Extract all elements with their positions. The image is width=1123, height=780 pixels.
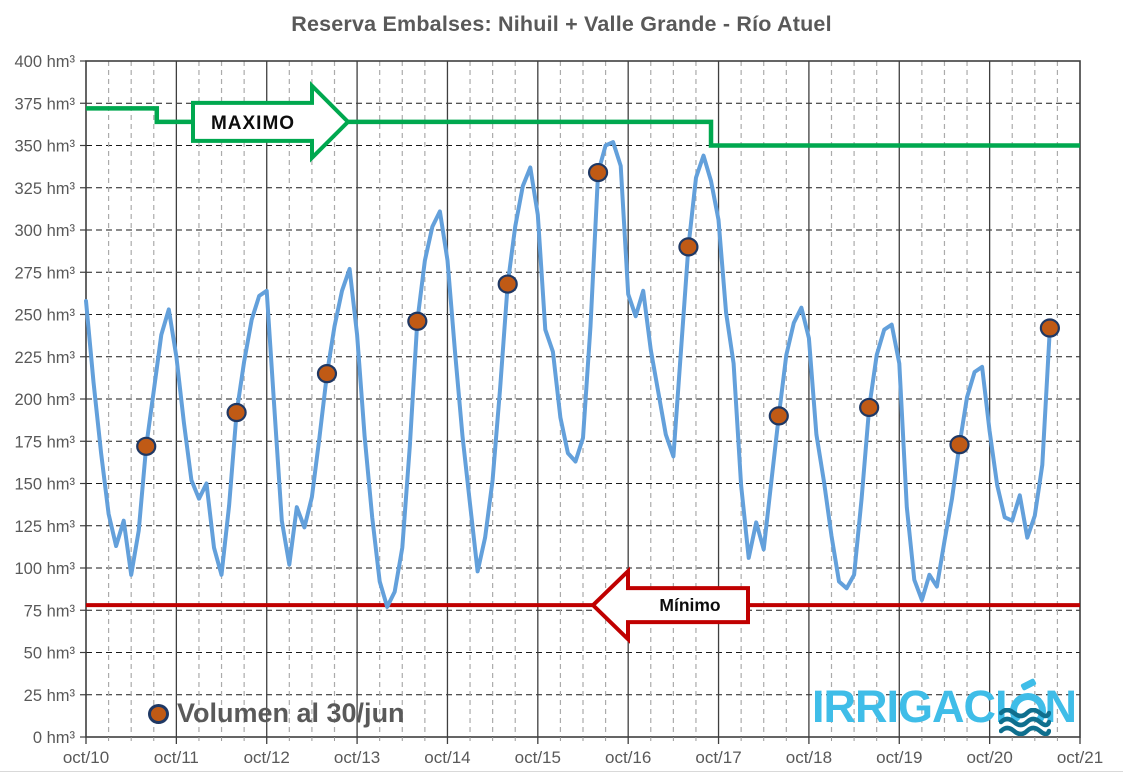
jun30-marker (859, 397, 880, 418)
jun30-marker (949, 435, 970, 455)
y-tick-label: 400 hm³ (14, 53, 75, 71)
y-tick-label: 0 hm³ (33, 729, 76, 747)
x-tick-label: oct/12 (244, 748, 290, 767)
x-tick-label: oct/15 (515, 748, 561, 767)
x-tick-label: oct/17 (695, 748, 741, 767)
logo-o-waves-icon (998, 677, 1051, 736)
jun30-marker (316, 364, 338, 384)
x-tick-label: oct/14 (424, 748, 470, 767)
legend-label: Volumen al 30/jun (177, 698, 405, 728)
y-tick-label: 150 hm³ (14, 476, 75, 494)
y-tick-label: 200 hm³ (14, 391, 75, 409)
volume-line (84, 140, 1052, 609)
y-tick-label: 225 hm³ (14, 349, 75, 367)
x-tick-label: oct/18 (786, 748, 832, 767)
jun30-marker (587, 162, 609, 183)
jun30-marker (678, 237, 699, 257)
jun30-marker (407, 311, 428, 331)
x-tick-label: oct/11 (154, 748, 199, 767)
y-tick-label: 75 hm³ (24, 602, 76, 620)
y-tick-label: 300 hm³ (14, 222, 75, 240)
y-tick-label: 250 hm³ (14, 307, 75, 325)
x-tick-label: oct/10 (63, 748, 109, 767)
y-tick-label: 350 hm³ (14, 138, 75, 156)
maximo-arrow-label: MAXIMO (211, 113, 295, 134)
window-bottom-edge (0, 771, 1123, 772)
x-tick-label: oct/16 (605, 748, 651, 767)
jun30-marker (768, 406, 789, 426)
y-tick-label: 50 hm³ (24, 645, 76, 663)
minimo-arrow-label: Mínimo (659, 595, 720, 615)
maximo-line (86, 106, 1080, 148)
jun30-marker (1039, 318, 1060, 338)
y-tick-label: 275 hm³ (14, 264, 75, 282)
jun30-marker (226, 402, 247, 423)
legend: Volumen al 30/jun (148, 698, 405, 729)
x-tick-label: oct/13 (334, 748, 380, 767)
v-gridlines-quarters (107, 61, 1059, 737)
chart-title: Reserva Embalses: Nihuil + Valle Grande … (291, 12, 832, 36)
jun30-marker (136, 436, 157, 456)
maximo-arrow: MAXIMO (191, 81, 351, 163)
water-waves-icon (998, 708, 1051, 736)
legend-marker-icon (148, 703, 169, 724)
y-tick-label: 175 hm³ (14, 433, 75, 451)
y-tick-label: 375 hm³ (14, 95, 75, 113)
jun30-markers (136, 162, 1060, 456)
x-axis-labels: oct/10 oct/11 oct/12 oct/13 oct/14 oct/15 oct/… (63, 748, 1103, 767)
y-axis-labels: 0 hm³ 25 hm³ 50 hm³ 75 hm³ 100 hm³ 125 hm³ 150… (14, 53, 75, 747)
y-tick-label: 325 hm³ (14, 180, 75, 198)
y-tick-label: 125 hm³ (14, 518, 75, 536)
v-gridlines-years (175, 61, 991, 737)
y-tick-label: 25 hm³ (24, 687, 76, 705)
jun30-marker (497, 274, 518, 294)
axis-ticks (80, 60, 1081, 744)
logo-text-left: IRRIGACI (812, 681, 1007, 732)
y-tick-label: 100 hm³ (14, 560, 75, 578)
irrigacion-logo: IRRIGACI N (812, 677, 1077, 736)
minimo-arrow: Mínimo (590, 566, 750, 644)
x-tick-label: oct/19 (876, 748, 922, 767)
x-tick-label: oct/20 (966, 748, 1012, 767)
x-tick-label: oct/21 (1057, 748, 1103, 767)
